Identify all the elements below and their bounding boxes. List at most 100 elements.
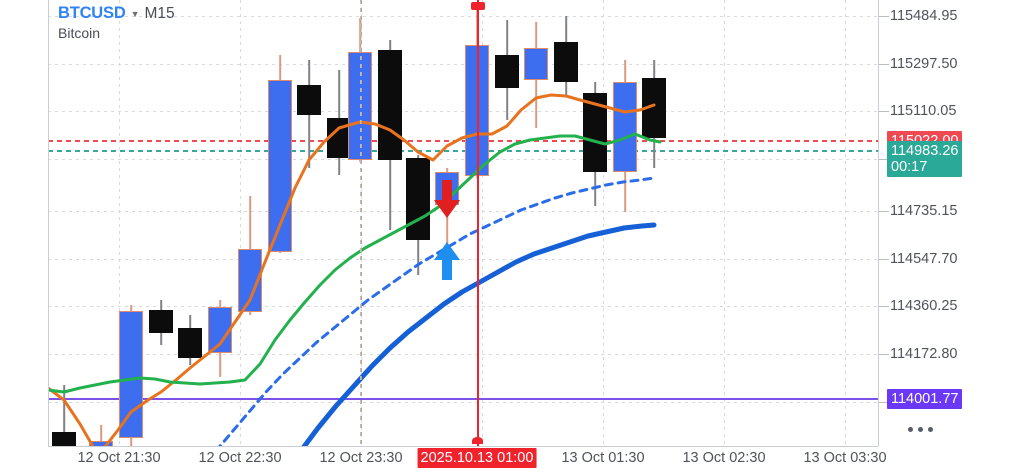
- price-tick-label: 114735.15: [890, 203, 958, 219]
- candlestick: [524, 0, 548, 446]
- candlestick: [378, 0, 402, 446]
- price-tick-label: 114547.70: [890, 251, 958, 267]
- price-tick-label: 115484.95: [890, 8, 958, 24]
- candle-body: [268, 80, 292, 252]
- candle-body: [554, 42, 578, 82]
- crosshair-vertical-line: [477, 0, 479, 446]
- candlestick: [613, 0, 637, 446]
- grid-line-horizontal: [48, 16, 878, 17]
- price-tick: [879, 111, 889, 112]
- candle-body: [613, 82, 637, 172]
- indicator-line: [48, 93, 656, 446]
- session-anchor-sand: [360, 0, 361, 446]
- time-tick-label: 12 Oct 22:30: [198, 450, 282, 466]
- grid-line-horizontal: [48, 354, 878, 355]
- grid-line-vertical: [119, 0, 120, 446]
- price-tick: [879, 306, 889, 307]
- candle-body: [406, 158, 430, 240]
- level-badge[interactable]: 114001.77: [887, 389, 963, 409]
- candle-body: [89, 441, 113, 446]
- dot-icon: [908, 427, 913, 432]
- candlestick: [297, 0, 321, 446]
- badge-price: 114001.77: [891, 391, 959, 407]
- badge-countdown: 00:17: [891, 159, 928, 175]
- price-tick-label: 114172.80: [890, 346, 958, 362]
- candle-body: [378, 50, 402, 160]
- time-tick-label: 12 Oct 23:30: [319, 450, 403, 466]
- time-tick-label: 13 Oct 01:30: [561, 450, 645, 466]
- candlestick: [52, 0, 76, 446]
- grid-line-vertical: [724, 0, 725, 446]
- grid-line-vertical: [845, 0, 846, 446]
- grid-line-vertical: [482, 0, 483, 446]
- candle-body: [119, 311, 143, 438]
- dot-icon: [918, 427, 923, 432]
- candle-body: [495, 55, 519, 88]
- time-tick-label: 13 Oct 03:30: [803, 450, 887, 466]
- dot-icon: [928, 427, 933, 432]
- price-tick-label: 115297.50: [890, 56, 958, 72]
- badge-price: 114983.26: [891, 143, 959, 159]
- sell-arrow-down[interactable]: [432, 178, 462, 220]
- grid-line-horizontal: [48, 402, 878, 403]
- grid-line-vertical: [240, 0, 241, 446]
- grid-line-horizontal: [48, 111, 878, 112]
- bid-price-line: [48, 150, 878, 152]
- indicator-line: [218, 176, 656, 446]
- chevron-down-icon[interactable]: ▼: [130, 8, 140, 19]
- more-options-button[interactable]: [908, 427, 933, 432]
- grid-line-horizontal: [48, 159, 878, 160]
- price-axis-separator: [878, 0, 879, 446]
- price-tick-label: 115110.05: [890, 103, 957, 119]
- candlestick: [149, 0, 173, 446]
- ask-price-line: [48, 140, 878, 142]
- price-tick: [879, 354, 889, 355]
- candle-wick: [100, 425, 102, 446]
- price-tick: [879, 64, 889, 65]
- grid-line-horizontal: [48, 306, 878, 307]
- buy-arrow-up[interactable]: [432, 240, 462, 282]
- grid-line-horizontal: [48, 259, 878, 260]
- candlestick: [178, 0, 202, 446]
- price-tick: [879, 159, 889, 160]
- crosshair-bottom-handle[interactable]: [472, 437, 483, 444]
- grid-line-horizontal: [48, 211, 878, 212]
- time-tick-label: 13 Oct 02:30: [682, 450, 766, 466]
- arrow-up-icon: [434, 242, 460, 280]
- time-tick-label: 12 Oct 21:30: [77, 450, 161, 466]
- indicator-line: [48, 132, 662, 394]
- symbol-timeframe[interactable]: M15: [144, 4, 175, 22]
- crosshair-time-badge[interactable]: 2025.10.13 01:00: [417, 448, 537, 468]
- candle-body: [52, 432, 76, 446]
- grid-line-vertical: [603, 0, 604, 446]
- indicator-lines: [48, 93, 662, 446]
- symbol-header: BTCUSD ▼ M15 Bitcoin: [58, 5, 175, 41]
- arrow-down-icon: [434, 180, 460, 218]
- candle-wick: [63, 385, 65, 446]
- candlestick: [268, 0, 292, 446]
- grid-line-horizontal: [48, 64, 878, 65]
- candlestick: [406, 0, 430, 446]
- price-tick: [879, 259, 889, 260]
- candlestick: [119, 0, 143, 446]
- symbol-name[interactable]: BTCUSD: [58, 4, 126, 22]
- plot-left-border: [48, 0, 49, 446]
- candle-body: [524, 48, 548, 80]
- chart-plot-area[interactable]: [48, 0, 878, 446]
- price-tick-label: 114360.25: [890, 298, 958, 314]
- price-tick: [879, 402, 889, 403]
- time-axis[interactable]: 12 Oct 21:30 12 Oct 22:30 12 Oct 23:30 13 O…: [0, 447, 1024, 473]
- candle-body: [297, 85, 321, 115]
- candlestick: [554, 0, 578, 446]
- symbol-description: Bitcoin: [58, 24, 101, 41]
- price-tick: [879, 211, 889, 212]
- indicator-line: [301, 222, 657, 446]
- crosshair-top-handle[interactable]: [471, 2, 485, 10]
- bid-badge[interactable]: 114983.26 00:17: [887, 141, 963, 177]
- plot-bottom-border: [48, 446, 878, 447]
- candle-body: [178, 328, 202, 358]
- candlestick: [89, 0, 113, 446]
- price-axis[interactable]: 115484.95115297.50115110.05114922.601147…: [879, 0, 1024, 446]
- price-tick: [879, 16, 889, 17]
- session-anchor-gray: [361, 0, 362, 446]
